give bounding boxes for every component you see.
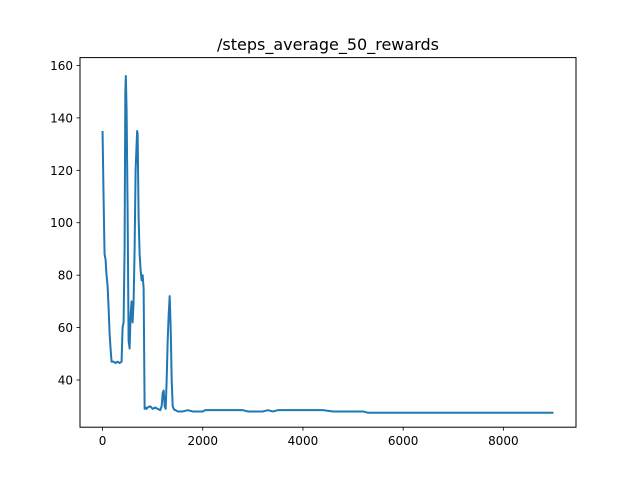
x-tick-label: 4000 bbox=[288, 434, 319, 448]
y-tick-label: 120 bbox=[50, 164, 73, 178]
plot-area bbox=[101, 74, 554, 414]
y-axis: 40 60 80 100 120 140 160 bbox=[50, 59, 80, 388]
y-tick-label: 80 bbox=[58, 269, 73, 283]
y-tick-label: 140 bbox=[50, 111, 73, 125]
series-line-0 bbox=[101, 74, 554, 414]
chart-title: /steps_average_50_rewards bbox=[217, 35, 439, 55]
y-tick-label: 160 bbox=[50, 59, 73, 73]
x-axis: 0 2000 4000 6000 8000 bbox=[99, 427, 519, 448]
x-tick-label: 0 bbox=[99, 434, 107, 448]
x-tick-label: 8000 bbox=[488, 434, 519, 448]
y-tick-label: 100 bbox=[50, 216, 73, 230]
y-tick-label: 60 bbox=[58, 321, 73, 335]
y-tick-label: 40 bbox=[58, 374, 73, 388]
x-tick-label: 2000 bbox=[187, 434, 218, 448]
axes-frame bbox=[79, 57, 577, 428]
x-tick-label: 6000 bbox=[388, 434, 419, 448]
